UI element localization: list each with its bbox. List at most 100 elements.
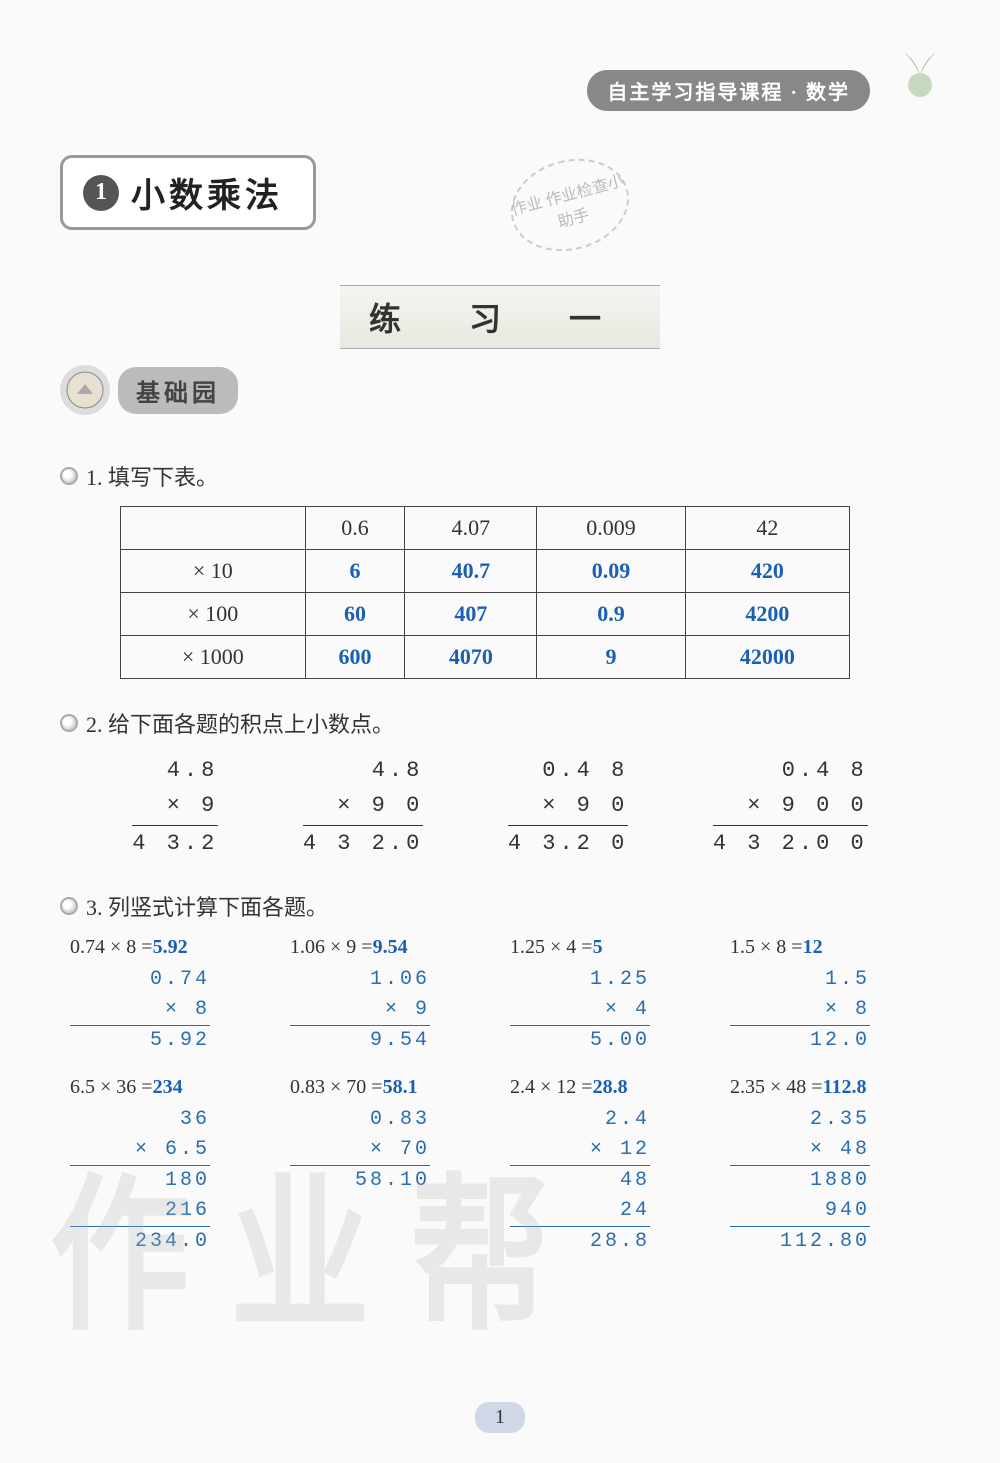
q2-items: 4.8× 94 3.24.8× 9 04 3 2.00.4 8× 9 04 3.… [60,753,940,862]
work-line: 0.83 [290,1105,430,1135]
question-2: 2. 给下面各题的积点上小数点。 4.8× 94 3.24.8× 9 04 3 … [60,707,940,862]
exercise-banner: 练 习 一 [340,285,660,349]
calc-answer: 58.1 [383,1076,418,1098]
work-line: 0.74 [70,965,210,995]
work-line: 5.92 [70,1026,210,1056]
section-pill: 基础园 [118,367,238,414]
mult-op: × 9 0 [508,788,628,826]
table-row: × 100 60 407 0.9 4200 [121,593,850,636]
calc-work: 1.25× 45.00 [510,965,650,1056]
mult-result: 4 3 2.0 [303,826,423,861]
calc-equation: 0.83 × 70 =58.1 [290,1076,490,1099]
page-number: 1 [475,1402,525,1433]
table-cell: × 10 [121,550,306,593]
question-3: 3. 列竖式计算下面各题。 0.74 × 8 =5.920.74× 85.921… [60,890,940,1257]
work-line: 12.0 [730,1026,870,1056]
work-line: × 12 [510,1135,650,1166]
work-line: 112.80 [730,1227,870,1257]
bullet-icon [60,467,78,485]
calc-answer: 112.8 [823,1076,867,1098]
calc-equation: 1.25 × 4 =5 [510,936,710,959]
q2-prompt: 2. 给下面各题的积点上小数点。 [86,707,394,739]
table-cell: 42000 [685,636,849,679]
chapter-number: 1 [83,175,119,211]
vertical-mult: 0.4 8× 9 04 3.2 0 [508,753,628,862]
table-cell: 6 [305,550,405,593]
section-icon [60,365,110,415]
calc-answer: 5 [593,936,603,958]
bullet-icon [60,897,78,915]
table-cell: 0.09 [537,550,685,593]
table-cell: 0.009 [537,507,685,550]
calc-equation: 6.5 × 36 =234 [70,1076,270,1099]
calc-column: 6.5 × 36 =234 36× 6.5180216 234.0 [70,1076,270,1257]
table-row: 0.6 4.07 0.009 42 [121,507,850,550]
table-cell [121,507,306,550]
mult-op: × 9 0 0 [713,788,868,826]
table-cell: 600 [305,636,405,679]
work-line: × 9 [290,995,430,1026]
table-cell: 0.9 [537,593,685,636]
vertical-mult: 4.8× 9 04 3 2.0 [303,753,423,862]
vertical-mult: 4.8× 94 3.2 [132,753,218,862]
calc-work: 0.83× 7058.10 [290,1105,430,1196]
table-cell: 9 [537,636,685,679]
calc-column: 1.25 × 4 =5 1.25× 45.00 [510,936,710,1056]
mult-top: 0.4 8 [508,753,628,788]
calc-column: 2.4 × 12 =28.8 2.4× 124824 28.8 [510,1076,710,1257]
header-subtitle: 自主学习指导课程 · 数学 [587,70,870,111]
calc-work: 0.74× 85.92 [70,965,210,1056]
work-line: × 8 [730,995,870,1026]
mult-top: 4.8 [132,753,218,788]
section-label: 基础园 [60,365,238,415]
calc-work: 2.4× 124824 28.8 [510,1105,650,1257]
table-row: × 1000 600 4070 9 42000 [121,636,850,679]
q3-row2: 6.5 × 36 =234 36× 6.5180216 234.0 0.83 × 7… [60,1076,940,1257]
work-line: 234.0 [70,1227,210,1257]
calc-equation: 1.5 × 8 =12 [730,936,930,959]
calc-equation: 2.4 × 12 =28.8 [510,1076,710,1099]
work-line: 216 [70,1196,210,1227]
mult-result: 4 3.2 [132,826,218,861]
table-cell: 407 [405,593,537,636]
bullet-icon [60,714,78,732]
mult-op: × 9 [132,788,218,826]
table-cell: 420 [685,550,849,593]
calc-answer: 234 [153,1076,183,1098]
calc-work: 36× 6.5180216 234.0 [70,1105,210,1257]
q1-prompt: 1. 填写下表。 [86,460,218,492]
table-cell: 0.6 [305,507,405,550]
work-line: 5.00 [510,1026,650,1056]
work-line: 1880 [730,1166,870,1196]
mult-top: 4.8 [303,753,423,788]
work-line: × 48 [730,1135,870,1166]
calc-column: 1.06 × 9 =9.541.06× 99.54 [290,936,490,1056]
q3-row1: 0.74 × 8 =5.920.74× 85.921.06 × 9 =9.541… [60,936,940,1056]
work-line: 9.54 [290,1026,430,1056]
work-line: 1.25 [510,965,650,995]
mult-op: × 9 0 [303,788,423,826]
table-row: × 10 6 40.7 0.09 420 [121,550,850,593]
mult-top: 0.4 8 [713,753,868,788]
calc-answer: 12 [803,936,823,958]
work-line: × 8 [70,995,210,1026]
chapter-title: 小数乘法 [131,168,283,217]
calc-column: 1.5 × 8 =12 1.5× 812.0 [730,936,930,1056]
work-line: 940 [730,1196,870,1227]
work-line: 48 [510,1166,650,1196]
question-1: 1. 填写下表。 0.6 4.07 0.009 42 × 10 6 40.7 0… [60,460,940,679]
work-line: 180 [70,1166,210,1196]
work-line: 36 [70,1105,210,1135]
work-line: 1.5 [730,965,870,995]
work-line: × 4 [510,995,650,1026]
table-cell: 60 [305,593,405,636]
calc-answer: 5.92 [153,936,188,958]
calc-work: 1.06× 99.54 [290,965,430,1056]
table-cell: 40.7 [405,550,537,593]
q1-table: 0.6 4.07 0.009 42 × 10 6 40.7 0.09 420 ×… [120,506,850,679]
calc-equation: 0.74 × 8 =5.92 [70,936,270,959]
work-line: 2.35 [730,1105,870,1135]
calc-column: 2.35 × 48 =112.8 2.35× 481880940 112.80 [730,1076,930,1257]
work-line: 58.10 [290,1166,430,1196]
calc-equation: 2.35 × 48 =112.8 [730,1076,930,1099]
